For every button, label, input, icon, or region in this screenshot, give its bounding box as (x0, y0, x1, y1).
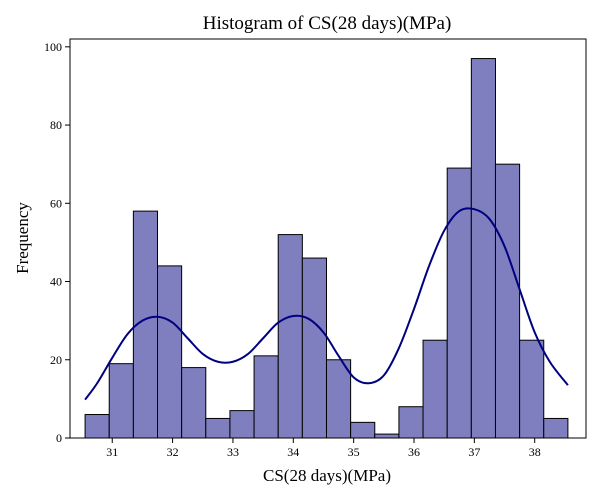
histogram-bar (181, 367, 207, 439)
x-tick-label: 33 (227, 445, 239, 459)
histogram-bar (157, 265, 183, 439)
histogram-bar (494, 163, 521, 439)
y-tick-label: 0 (56, 431, 62, 445)
histogram-bar (108, 363, 134, 439)
histogram-bar (301, 257, 327, 439)
x-tick-label: 32 (167, 445, 179, 459)
histogram-bar (253, 355, 279, 439)
y-axis-ticks: 0 20 40 60 80 100 (44, 40, 70, 445)
x-axis-label: CS(28 days)(MPa) (263, 466, 391, 485)
x-tick-label: 36 (408, 445, 420, 459)
histogram-bar (229, 410, 255, 439)
y-tick-label: 80 (50, 118, 62, 132)
y-tick-label: 20 (50, 353, 62, 367)
histogram-bar (398, 406, 424, 439)
x-tick-label: 31 (106, 445, 118, 459)
x-tick-label: 34 (287, 445, 299, 459)
y-tick-label: 60 (50, 196, 62, 210)
histogram-bar (422, 339, 448, 439)
chart-title: Histogram of CS(28 days)(MPa) (203, 13, 452, 34)
y-axis-label: Frequency (13, 202, 32, 274)
plot-area-frame (69, 38, 587, 439)
bars-group (84, 58, 569, 439)
histogram-bar (84, 414, 110, 439)
histogram-bar (543, 417, 569, 439)
histogram-bar (325, 359, 352, 439)
x-axis-ticks: 31 32 33 34 35 36 37 38 (106, 438, 541, 459)
x-tick-label: 37 (468, 445, 480, 459)
histogram-bar (374, 433, 400, 439)
histogram-bar (205, 417, 231, 439)
x-tick-label: 38 (529, 445, 541, 459)
x-tick-label: 35 (348, 445, 360, 459)
histogram-bar (446, 167, 472, 439)
histogram-bar (470, 58, 496, 439)
kde-density-curve (84, 207, 569, 401)
y-tick-label: 40 (50, 275, 62, 289)
y-tick-label: 100 (44, 40, 62, 54)
histogram-bar (277, 234, 303, 439)
histogram-bar (519, 339, 545, 439)
histogram-bar (350, 421, 376, 439)
